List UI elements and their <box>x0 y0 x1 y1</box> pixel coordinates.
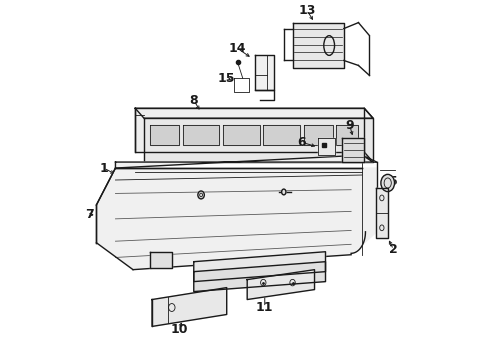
Polygon shape <box>376 188 388 238</box>
Polygon shape <box>152 288 227 327</box>
Polygon shape <box>263 125 300 145</box>
Text: 6: 6 <box>297 136 306 149</box>
Text: 1: 1 <box>99 162 108 175</box>
Polygon shape <box>150 125 179 145</box>
Polygon shape <box>247 270 315 300</box>
Polygon shape <box>97 168 377 270</box>
Polygon shape <box>293 23 344 68</box>
Text: 9: 9 <box>345 119 354 132</box>
Text: 10: 10 <box>171 323 188 336</box>
Text: 5: 5 <box>389 175 398 189</box>
Polygon shape <box>144 118 373 162</box>
Polygon shape <box>194 262 325 292</box>
Text: 13: 13 <box>298 4 316 17</box>
Text: 3: 3 <box>180 193 189 206</box>
Text: 2: 2 <box>389 243 398 256</box>
Polygon shape <box>343 138 364 162</box>
Text: 12: 12 <box>117 245 134 258</box>
Ellipse shape <box>381 174 394 192</box>
Ellipse shape <box>198 191 204 199</box>
Polygon shape <box>254 55 274 90</box>
Polygon shape <box>303 125 333 145</box>
Polygon shape <box>337 125 359 145</box>
Text: 14: 14 <box>229 42 246 55</box>
Polygon shape <box>223 125 260 145</box>
Polygon shape <box>183 125 220 145</box>
Text: 8: 8 <box>190 94 198 107</box>
Text: 4: 4 <box>253 185 262 198</box>
Polygon shape <box>116 155 373 168</box>
Polygon shape <box>194 252 325 282</box>
Text: 7: 7 <box>85 208 94 221</box>
Polygon shape <box>135 108 364 152</box>
Ellipse shape <box>282 189 286 195</box>
Text: 11: 11 <box>256 301 273 314</box>
Polygon shape <box>135 108 373 118</box>
Polygon shape <box>150 252 172 268</box>
Polygon shape <box>318 138 335 155</box>
Text: 15: 15 <box>218 72 236 85</box>
